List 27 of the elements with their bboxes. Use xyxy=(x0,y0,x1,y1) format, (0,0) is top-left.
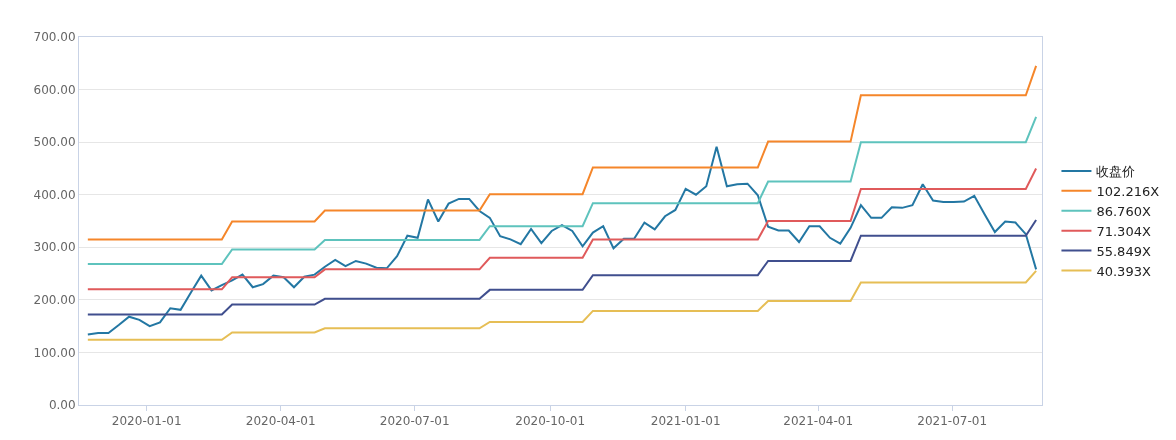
legend-label: 86.760X xyxy=(1096,203,1151,219)
y-tick-label: 100.00 xyxy=(33,345,76,360)
line-series xyxy=(86,167,1038,291)
x-tick-label: 2020-01-01 xyxy=(111,414,182,429)
y-tick-label: 200.00 xyxy=(33,293,76,308)
x-tick-label: 2020-04-01 xyxy=(245,414,316,429)
x-tick-label: 2020-07-01 xyxy=(379,414,450,429)
x-tick-label: 2021-07-01 xyxy=(917,414,988,429)
line-series xyxy=(86,145,1038,336)
y-tick-label: 400.00 xyxy=(33,187,76,202)
y-tick-label: 700.00 xyxy=(33,30,76,45)
y-tick-label: 300.00 xyxy=(33,240,76,255)
line-series xyxy=(86,115,1038,266)
legend-label: 40.393X xyxy=(1096,263,1151,279)
y-tick-label: 500.00 xyxy=(33,135,76,150)
line-series xyxy=(86,218,1038,316)
x-tick-label: 2020-10-01 xyxy=(515,414,586,429)
legend-label: 55.849X xyxy=(1096,243,1151,259)
x-tick-label: 2021-04-01 xyxy=(783,414,854,429)
y-tick-label: 600.00 xyxy=(33,82,76,97)
line-series xyxy=(86,64,1038,241)
legend-label: 102.216X xyxy=(1096,183,1160,199)
legend-label: 71.304X xyxy=(1096,223,1151,239)
x-tick-label: 2021-01-01 xyxy=(650,414,721,429)
y-tick-label: 0.00 xyxy=(48,398,76,413)
legend-label: 收盘价 xyxy=(1096,164,1136,180)
line-series xyxy=(86,269,1038,341)
